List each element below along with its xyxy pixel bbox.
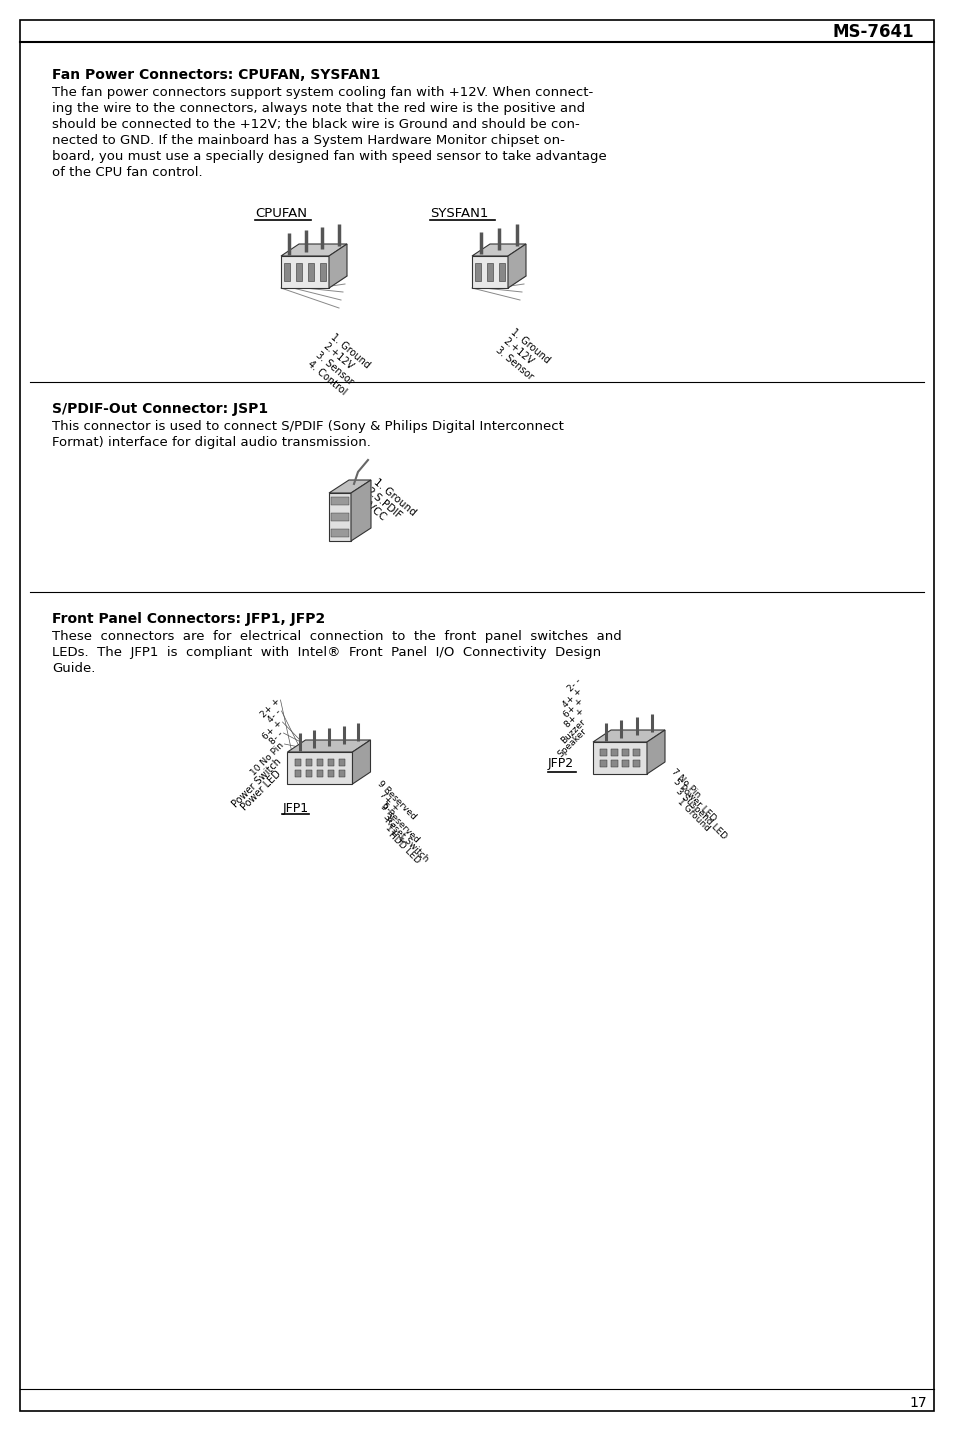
Text: 17: 17 (908, 1397, 925, 1410)
Polygon shape (287, 753, 352, 784)
Text: JFP1: JFP1 (282, 801, 309, 816)
Text: Front Panel Connectors: JFP1, JFP2: Front Panel Connectors: JFP1, JFP2 (52, 612, 325, 625)
Text: 2+ +: 2+ + (258, 697, 281, 720)
Text: HDD LED: HDD LED (386, 830, 421, 866)
Bar (331, 529, 349, 537)
Text: 7+ +: 7+ + (377, 790, 400, 813)
Text: These  connectors  are  for  electrical  connection  to  the  front  panel  swit: These connectors are for electrical conn… (52, 630, 621, 643)
Bar (305, 760, 312, 766)
Polygon shape (329, 494, 351, 541)
Bar (316, 770, 323, 777)
Bar (599, 760, 606, 767)
Text: This connector is used to connect S/PDIF (Sony & Philips Digital Interconnect: This connector is used to connect S/PDIF… (52, 421, 563, 434)
Bar (308, 263, 314, 280)
Bar (486, 263, 493, 280)
Polygon shape (329, 479, 371, 494)
Text: ing the wire to the connectors, always note that the red wire is the positive an: ing the wire to the connectors, always n… (52, 102, 584, 114)
Polygon shape (281, 245, 347, 256)
Polygon shape (593, 730, 664, 743)
Text: JFP2: JFP2 (547, 757, 574, 770)
Bar (338, 760, 345, 766)
Text: 8+ +: 8+ + (562, 707, 585, 730)
Text: Speaker: Speaker (556, 727, 588, 760)
Bar (305, 770, 312, 777)
Polygon shape (287, 740, 370, 753)
Bar (316, 760, 323, 766)
Text: Format) interface for digital audio transmission.: Format) interface for digital audio tran… (52, 436, 371, 449)
Polygon shape (281, 256, 329, 288)
Bar (621, 760, 628, 767)
Text: 3- -: 3- - (381, 811, 398, 829)
Bar (294, 770, 301, 777)
Text: MS-7641: MS-7641 (832, 23, 913, 41)
Text: 1+ +: 1+ + (383, 823, 406, 846)
Text: 4- -: 4- - (266, 708, 282, 724)
Text: 1. Ground
2.S.PDIF
3.VCC: 1. Ground 2.S.PDIF 3.VCC (356, 477, 417, 535)
Text: 3 Suspend LED: 3 Suspend LED (673, 787, 727, 841)
Polygon shape (472, 245, 525, 256)
Bar (331, 512, 349, 521)
Text: 6+ +: 6+ + (561, 697, 584, 720)
Text: 9 Reserved: 9 Reserved (377, 801, 420, 844)
Text: Reset Switch: Reset Switch (382, 816, 430, 864)
Bar (319, 263, 326, 280)
Bar (599, 750, 606, 756)
Bar (294, 760, 301, 766)
Text: Fan Power Connectors: CPUFAN, SYSFAN1: Fan Power Connectors: CPUFAN, SYSFAN1 (52, 69, 380, 82)
Bar (284, 263, 290, 280)
Bar (331, 497, 349, 505)
Bar (328, 760, 334, 766)
Text: 6+ +: 6+ + (260, 718, 283, 741)
Text: 1. Ground
2.+12V
3. Sensor: 1. Ground 2.+12V 3. Sensor (493, 328, 551, 384)
Text: The fan power connectors support system cooling fan with +12V. When connect-: The fan power connectors support system … (52, 86, 593, 99)
Text: S/PDIF-Out Connector: JSP1: S/PDIF-Out Connector: JSP1 (52, 402, 268, 416)
Polygon shape (593, 743, 646, 774)
Text: 5- -: 5- - (379, 801, 395, 819)
Text: 2- -: 2- - (566, 677, 582, 694)
Text: 4+ +: 4+ + (560, 687, 583, 710)
Text: Power Switch: Power Switch (230, 757, 283, 810)
Text: Buzzer: Buzzer (558, 717, 586, 746)
Text: 5 Power LED: 5 Power LED (671, 777, 718, 823)
Text: Guide.: Guide. (52, 663, 95, 675)
Polygon shape (352, 740, 370, 784)
Text: 10 No Pin: 10 No Pin (249, 741, 285, 777)
Text: 9 Reserved: 9 Reserved (375, 778, 417, 821)
Polygon shape (351, 479, 371, 541)
Bar (475, 263, 480, 280)
Bar (621, 750, 628, 756)
Polygon shape (507, 245, 525, 288)
Text: Power LED: Power LED (239, 768, 283, 813)
Bar (633, 750, 639, 756)
Bar (338, 770, 345, 777)
Text: 1 Ground: 1 Ground (675, 797, 711, 833)
Bar (328, 770, 334, 777)
Text: board, you must use a specially designed fan with speed sensor to take advantage: board, you must use a specially designed… (52, 150, 606, 163)
Bar (295, 263, 302, 280)
Bar (498, 263, 504, 280)
Bar (633, 760, 639, 767)
Text: of the CPU fan control.: of the CPU fan control. (52, 166, 202, 179)
Bar (611, 750, 618, 756)
Text: nected to GND. If the mainboard has a System Hardware Monitor chipset on-: nected to GND. If the mainboard has a Sy… (52, 135, 564, 147)
Text: 7 No Pin: 7 No Pin (669, 767, 701, 800)
Polygon shape (646, 730, 664, 774)
Text: should be connected to the +12V; the black wire is Ground and should be con-: should be connected to the +12V; the bla… (52, 117, 579, 132)
Text: LEDs.  The  JFP1  is  compliant  with  Intel®  Front  Panel  I/O  Connectivity  : LEDs. The JFP1 is compliant with Intel® … (52, 645, 600, 660)
Text: SYSFAN1: SYSFAN1 (430, 207, 488, 220)
Text: CPUFAN: CPUFAN (254, 207, 307, 220)
Text: 8- -: 8- - (268, 730, 284, 747)
Bar (611, 760, 618, 767)
Text: 1. Ground
2.+12V
3. Sensor
4. Control: 1. Ground 2.+12V 3. Sensor 4. Control (306, 332, 372, 398)
Polygon shape (472, 256, 507, 288)
Polygon shape (329, 245, 347, 288)
